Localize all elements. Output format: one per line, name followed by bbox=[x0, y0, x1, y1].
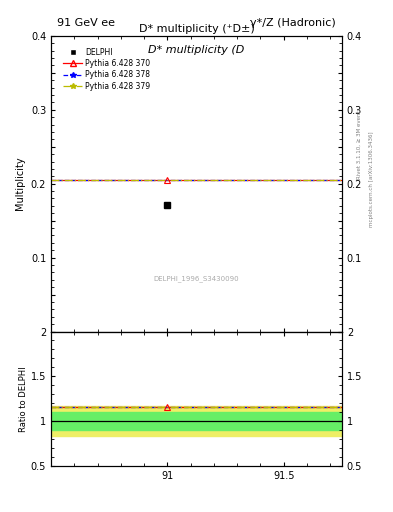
Bar bbox=[51, 406, 342, 436]
Y-axis label: Multiplicity: Multiplicity bbox=[15, 157, 25, 210]
Text: 91 GeV ee: 91 GeV ee bbox=[57, 18, 115, 28]
Title: D* multiplicity (⁺D±): D* multiplicity (⁺D±) bbox=[139, 24, 254, 34]
Y-axis label: Ratio to DELPHI: Ratio to DELPHI bbox=[19, 366, 28, 432]
Text: Rivet 3.1.10, ≥ 3M events: Rivet 3.1.10, ≥ 3M events bbox=[357, 108, 362, 179]
Text: γ*/Z (Hadronic): γ*/Z (Hadronic) bbox=[250, 18, 336, 28]
Bar bbox=[51, 412, 342, 430]
Legend: DELPHI, Pythia 6.428 370, Pythia 6.428 378, Pythia 6.428 379: DELPHI, Pythia 6.428 370, Pythia 6.428 3… bbox=[61, 46, 152, 93]
Text: D* multiplicity (D: D* multiplicity (D bbox=[148, 45, 245, 55]
Text: mcplots.cern.ch [arXiv:1306.3436]: mcplots.cern.ch [arXiv:1306.3436] bbox=[369, 132, 374, 227]
Text: DELPHI_1996_S3430090: DELPHI_1996_S3430090 bbox=[154, 275, 239, 282]
